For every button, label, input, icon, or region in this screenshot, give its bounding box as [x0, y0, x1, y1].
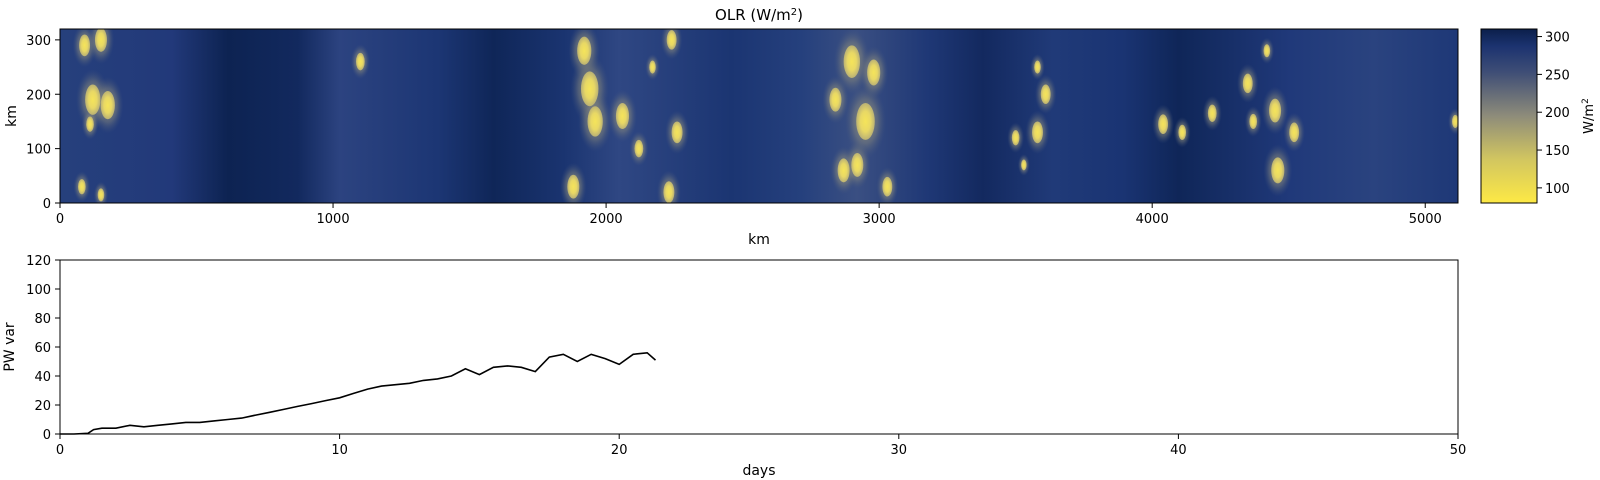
convective-cell — [1032, 121, 1043, 144]
heatmap-frame — [59, 28, 1459, 204]
colorbar-label: W/m2 — [1581, 98, 1597, 134]
convective-cells — [72, 29, 1458, 203]
convective-cell — [856, 102, 875, 140]
heatmap-x-tick-label: 2000 — [590, 212, 623, 227]
heatmap-x-tick-label: 5000 — [1409, 212, 1442, 227]
colorbar-tick-label: 200 — [1545, 106, 1570, 121]
heatmap-x-tick-label: 0 — [56, 212, 64, 227]
convective-cell — [1249, 113, 1258, 130]
convective-cell — [1178, 124, 1187, 140]
convective-cell — [1289, 122, 1300, 143]
convective-cell — [86, 116, 94, 132]
colorbar: 100 150 200 250 300 W/m2 — [1480, 28, 1597, 204]
line-chart-y-tick-label: 0 — [43, 428, 51, 443]
convective-cell — [1242, 73, 1253, 94]
convective-cell — [843, 45, 861, 78]
heatmap-y-axis: 0 100 200 300 — [26, 34, 60, 212]
convective-cell — [97, 188, 105, 202]
convective-cell — [1021, 159, 1027, 171]
convective-cell — [1158, 114, 1169, 134]
line-chart-y-tick-label: 120 — [26, 254, 51, 269]
convective-cell — [100, 90, 115, 120]
convective-cell — [663, 181, 675, 203]
line-chart-frame — [59, 259, 1459, 435]
heatmap-x-axis: 0 1000 2000 3000 4000 5000 — [56, 203, 1442, 227]
heatmap-ylabel: km — [4, 105, 20, 127]
colorbar-tick-label: 250 — [1545, 68, 1570, 83]
heatmap-x-tick-label: 4000 — [1136, 212, 1169, 227]
line-chart-xlabel: days — [742, 463, 775, 479]
heatmap-xlabel: km — [748, 232, 770, 248]
line-chart-x-tick-label: 10 — [331, 443, 348, 458]
convective-cell — [1207, 104, 1217, 122]
heatmap-background — [60, 29, 1458, 203]
convective-cell — [851, 152, 864, 177]
heatmap-y-tick-label: 300 — [26, 34, 51, 49]
convective-cell — [1034, 60, 1041, 74]
colorbar-tick-label: 300 — [1545, 31, 1570, 46]
heatmap-y-tick-label: 200 — [26, 88, 51, 103]
line-chart-x-tick-label: 40 — [1170, 443, 1187, 458]
colorbar-tick-label: 100 — [1545, 182, 1570, 197]
convective-cell — [1451, 114, 1458, 128]
convective-cell — [867, 59, 881, 86]
convective-cell — [634, 139, 644, 158]
heatmap-y-tick-label: 0 — [43, 197, 51, 212]
convective-cell — [1271, 157, 1285, 184]
line-chart-x-tick-label: 30 — [891, 443, 908, 458]
pw-var-series-line — [60, 351, 657, 435]
convective-cell — [79, 34, 91, 57]
line-chart-x-tick-label: 0 — [56, 443, 64, 458]
line-chart-y-tick-label: 20 — [34, 399, 51, 414]
convective-cell — [587, 106, 603, 137]
convective-cell — [85, 84, 101, 115]
convective-cell — [580, 71, 599, 107]
convective-cell — [829, 87, 842, 112]
line-chart-y-tick-label: 60 — [34, 341, 51, 356]
heatmap-title: OLR (W/m2) — [715, 6, 803, 24]
convective-cell — [1011, 130, 1020, 146]
convective-cell — [1040, 84, 1051, 105]
line-chart-y-tick-label: 40 — [34, 370, 51, 385]
convective-cell — [567, 174, 580, 199]
colorbar-gradient — [1480, 28, 1538, 204]
heatmap-panel — [59, 28, 1459, 204]
line-chart-ylabel: PW var — [2, 322, 18, 372]
convective-cell — [577, 36, 592, 65]
heatmap-x-tick-label: 3000 — [863, 212, 896, 227]
convective-cell — [78, 179, 86, 195]
convective-cell — [649, 60, 656, 74]
line-chart-y-tick-label: 100 — [26, 283, 51, 298]
convective-cell — [355, 52, 365, 71]
line-chart-y-axis: 0 20 40 60 80 100 120 — [26, 254, 60, 443]
convective-cell — [1269, 98, 1282, 123]
line-chart-x-tick-label: 20 — [611, 443, 628, 458]
line-chart-x-tick-label: 50 — [1450, 443, 1467, 458]
convective-cell — [837, 158, 850, 183]
colorbar-ticks: 100 150 200 250 300 — [1537, 31, 1570, 197]
line-chart-y-tick-label: 80 — [34, 312, 51, 327]
convective-cell — [1263, 44, 1271, 58]
convective-cell — [615, 102, 630, 130]
convective-cell — [666, 30, 677, 50]
line-chart-panel — [59, 259, 1459, 435]
line-chart-x-axis: 0 10 20 30 40 50 — [56, 434, 1466, 458]
convective-cell — [94, 29, 107, 52]
convective-cell — [671, 121, 683, 144]
convective-cell — [882, 176, 893, 197]
heatmap-x-tick-label: 1000 — [317, 212, 350, 227]
heatmap-y-tick-label: 100 — [26, 143, 51, 158]
colorbar-tick-label: 150 — [1545, 144, 1570, 159]
